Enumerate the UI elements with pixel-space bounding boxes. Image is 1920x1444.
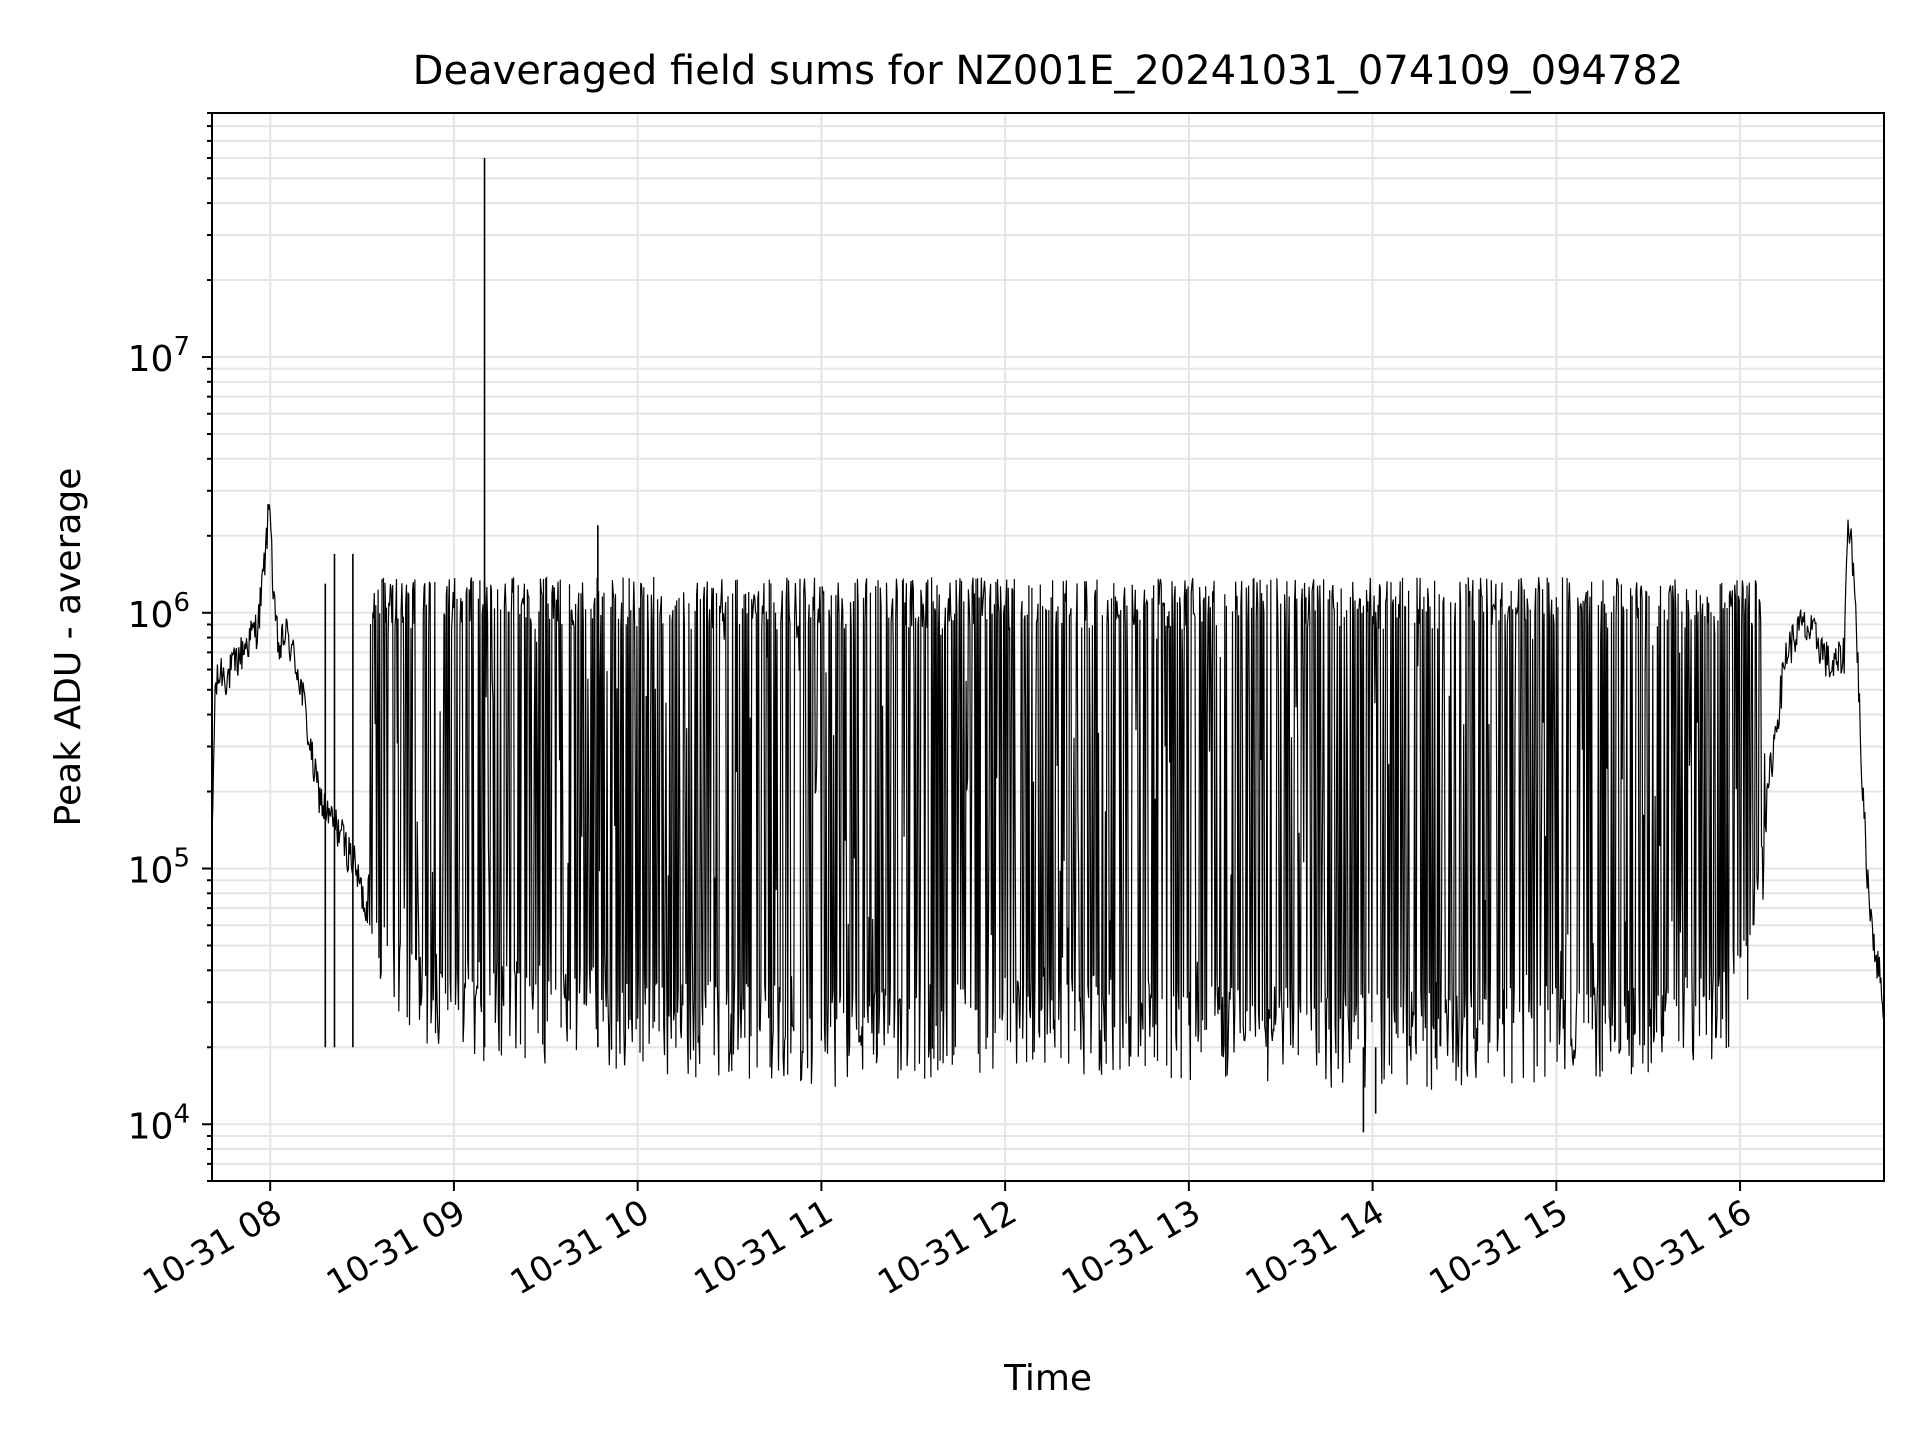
y-axis-label: Peak ADU - average — [48, 468, 89, 827]
plot-frame — [211, 112, 1885, 1182]
y-tick-label: 104 — [128, 1099, 190, 1147]
data-series — [211, 158, 1885, 1133]
y-tick-label: 107 — [128, 332, 190, 380]
x-axis-label: Time — [1003, 1358, 1092, 1399]
series-line — [211, 504, 1885, 1090]
y-tick-label: 106 — [128, 588, 190, 636]
y-tick-label: 105 — [128, 844, 190, 892]
chart-title: Deaveraged field sums for NZ001E_2024103… — [413, 48, 1684, 94]
